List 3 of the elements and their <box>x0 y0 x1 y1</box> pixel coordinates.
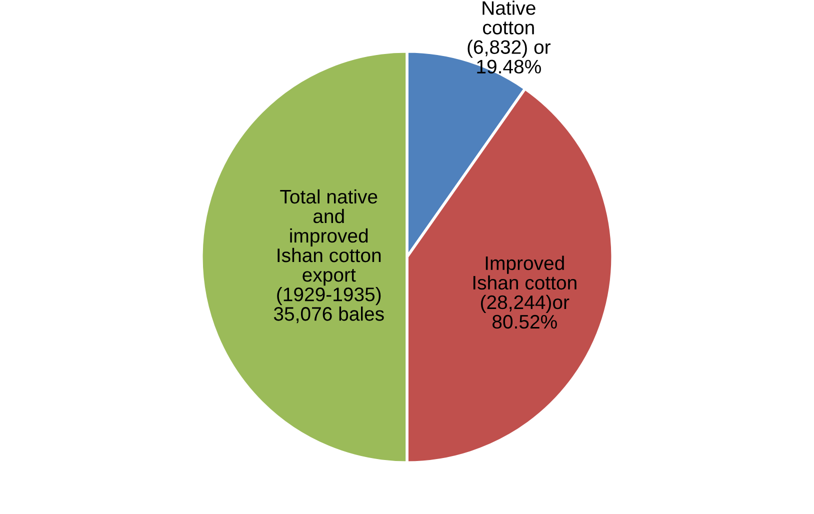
slice-label: Improved Ishan cotton (28,244)or 80.52% <box>473 256 576 329</box>
slice-label: Native cotton (6,832) or 19.48% <box>468 0 550 74</box>
slice-label: Total native and improved Ishan cotton export (1929-1935) 35,076 bales <box>274 189 384 324</box>
